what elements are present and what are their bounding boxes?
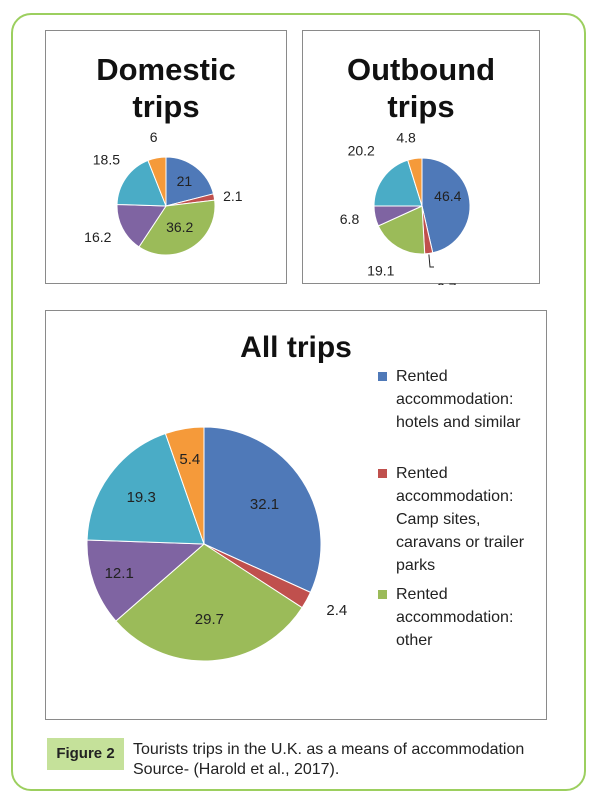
caption-text: Tourists trips in the U.K. as a means of… — [133, 740, 524, 780]
outbound-trips-panel: Outbound trips 46.4 2.7 19.1 6.8 20.2 4.8 — [302, 30, 540, 285]
legend-label-hotels: Rented accommodation: hotels and similar — [396, 368, 521, 431]
outbound-label-teal: 20.2 — [348, 142, 375, 158]
outbound-label-camp-sites: 2.7 — [437, 280, 457, 285]
all-slice-purple — [86, 539, 206, 622]
all-label-orange: 5.4 — [179, 451, 200, 468]
all-slice-hotels — [203, 426, 322, 594]
outbound-label-other: 19.1 — [367, 262, 394, 278]
outbound-trips-pie: 46.4 2.7 19.1 6.8 20.2 4.8 — [340, 129, 471, 285]
caption-line-1: Tourists trips in the U.K. as a means of… — [133, 741, 525, 758]
domestic-label-teal: 18.5 — [93, 152, 120, 168]
domestic-label-orange: 6 — [150, 129, 158, 145]
legend-swatch-hotels — [378, 372, 387, 381]
domestic-trips-pie: 21 2.1 36.2 16.2 18.5 6 — [84, 129, 243, 256]
all-label-purple: 12.1 — [105, 565, 134, 582]
all-label-hotels: 32.1 — [250, 496, 279, 513]
domestic-slice-hotels — [165, 156, 215, 207]
domestic-slice-other — [138, 199, 216, 256]
legend-label-camp-sites: Rented accommodation: Camp sites, carava… — [396, 465, 525, 574]
legend-swatch-other — [378, 590, 387, 599]
domestic-slice-purple — [116, 203, 167, 248]
all-label-other: 29.7 — [195, 611, 224, 628]
outbound-slice-other — [377, 205, 426, 255]
all-trips-title: All trips — [240, 331, 352, 364]
legend-item-camp-sites: Rented accommodation: Camp sites, carava… — [378, 462, 543, 577]
outbound-label-orange: 4.8 — [396, 129, 416, 145]
all-trips-legend: Rented accommodation: hotels and similar… — [378, 365, 543, 652]
figure-label: Figure 2 — [47, 738, 124, 770]
outbound-label-hotels: 46.4 — [434, 188, 461, 204]
outbound-label-purple: 6.8 — [340, 211, 360, 227]
domestic-label-purple: 16.2 — [84, 229, 111, 245]
domestic-slice-orange — [147, 156, 167, 207]
legend-swatch-camp-sites — [378, 469, 387, 478]
domestic-label-hotels: 21 — [177, 173, 193, 189]
outbound-slice-hotels — [421, 157, 471, 254]
all-trips-pie: 32.1 2.4 29.7 12.1 19.3 5.4 — [86, 426, 347, 662]
outbound-slice-orange — [407, 157, 423, 207]
domestic-label-camp-sites: 2.1 — [223, 188, 243, 204]
all-trips-panel: All trips 32.1 2.4 29.7 12.1 19.3 5.4 Rented … — [45, 310, 547, 720]
domestic-slice-teal — [116, 159, 167, 207]
legend-label-other: Rented accommodation: other — [396, 586, 514, 649]
figure-frame — [11, 13, 586, 791]
outbound-trips-title: Outbound trips — [346, 52, 496, 124]
domestic-trips-panel: Domestic trips 21 2.1 36.2 16.2 18.5 6 — [45, 30, 287, 284]
legend-item-other: Rented accommodation: other — [378, 583, 543, 652]
domestic-trips-title: Domestic trips — [96, 52, 236, 124]
outbound-leader-camp-sites — [428, 254, 434, 268]
all-label-teal: 19.3 — [127, 489, 156, 506]
all-label-camp-sites: 2.4 — [326, 602, 347, 619]
caption-line-2: Source- (Harold et al., 2017). — [133, 761, 340, 778]
outbound-slice-teal — [373, 159, 423, 207]
legend-item-hotels: Rented accommodation: hotels and similar — [378, 365, 543, 434]
all-slice-other — [115, 543, 303, 662]
domestic-label-other: 36.2 — [166, 219, 193, 235]
all-slice-orange — [164, 426, 205, 545]
